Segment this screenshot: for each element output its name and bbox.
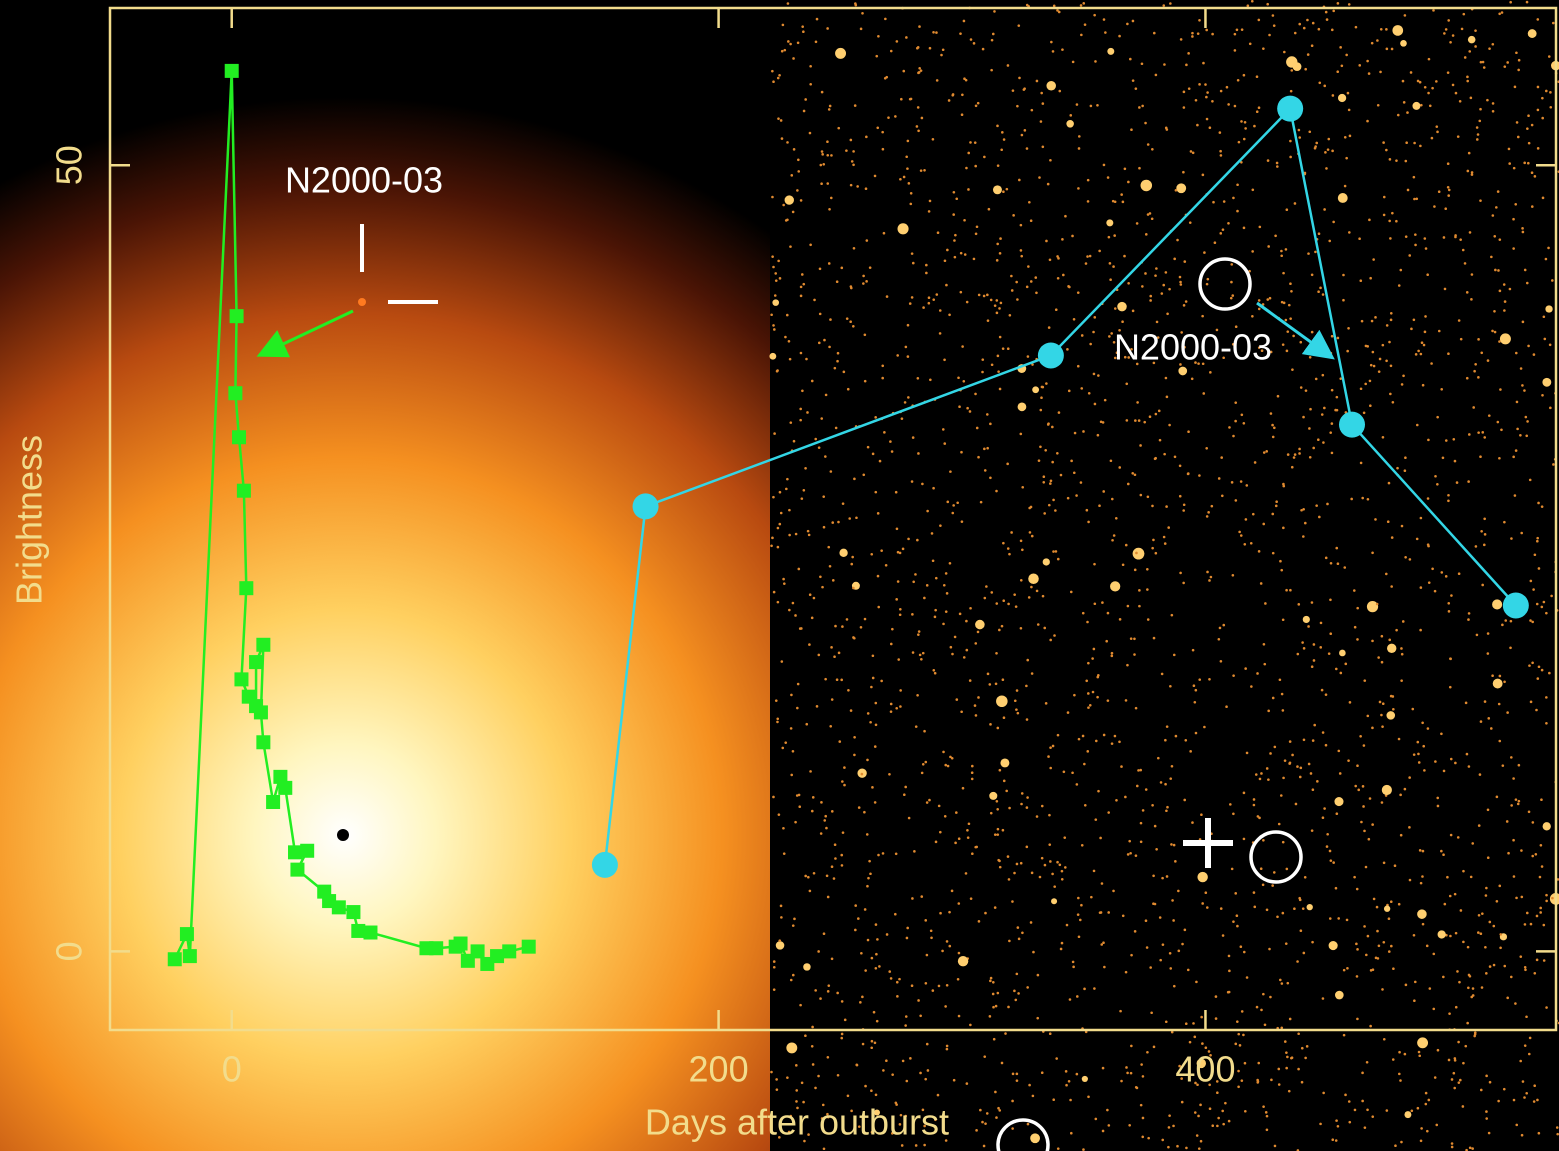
point bbox=[256, 735, 271, 750]
starfield bbox=[769, 0, 1559, 1151]
point bbox=[278, 780, 293, 795]
annotation: N2000-03 bbox=[1114, 327, 1272, 368]
point bbox=[632, 493, 659, 520]
point bbox=[253, 705, 268, 720]
point bbox=[502, 944, 517, 959]
x-axis-label: Days after outburst bbox=[645, 1102, 949, 1143]
point bbox=[234, 672, 249, 687]
y-tick-label: 0 bbox=[49, 941, 90, 961]
nucleus bbox=[337, 829, 349, 841]
point bbox=[273, 769, 288, 784]
point bbox=[179, 927, 194, 942]
point bbox=[1339, 411, 1366, 438]
point bbox=[346, 905, 361, 920]
annotation: N2000-03 bbox=[285, 160, 443, 201]
point bbox=[249, 655, 264, 670]
source-circle bbox=[1249, 830, 1303, 884]
point bbox=[363, 925, 378, 940]
y-tick-label: 50 bbox=[49, 145, 90, 185]
point bbox=[351, 923, 366, 938]
point bbox=[453, 936, 468, 951]
point bbox=[591, 851, 618, 878]
point bbox=[288, 845, 303, 860]
point bbox=[229, 309, 244, 324]
galaxy-image bbox=[0, 0, 770, 1151]
x-tick-label: 400 bbox=[1175, 1049, 1235, 1090]
point bbox=[182, 949, 197, 964]
point bbox=[1502, 592, 1529, 619]
source-circle bbox=[1198, 257, 1252, 311]
point bbox=[239, 581, 254, 596]
point bbox=[290, 862, 305, 877]
point bbox=[167, 952, 182, 967]
point bbox=[266, 795, 281, 810]
arrow bbox=[256, 309, 354, 358]
point bbox=[331, 900, 346, 915]
nova-source bbox=[358, 298, 366, 306]
plot-frame bbox=[108, 6, 1558, 1032]
point bbox=[256, 637, 271, 652]
point bbox=[470, 944, 485, 959]
point bbox=[490, 949, 505, 964]
point bbox=[521, 939, 536, 954]
point bbox=[1277, 95, 1304, 122]
arrow bbox=[1256, 301, 1335, 360]
y-axis-label: Brightness bbox=[9, 435, 50, 605]
point bbox=[232, 430, 247, 445]
cross bbox=[1183, 818, 1233, 868]
point bbox=[300, 843, 315, 858]
point bbox=[429, 941, 444, 956]
point bbox=[228, 386, 243, 401]
point bbox=[1037, 342, 1064, 369]
x-tick-label: 0 bbox=[222, 1049, 242, 1090]
point bbox=[236, 483, 251, 498]
x-tick-label: 200 bbox=[689, 1049, 749, 1090]
series-line bbox=[603, 106, 1517, 866]
source-circle bbox=[996, 1118, 1050, 1151]
point bbox=[224, 63, 239, 78]
